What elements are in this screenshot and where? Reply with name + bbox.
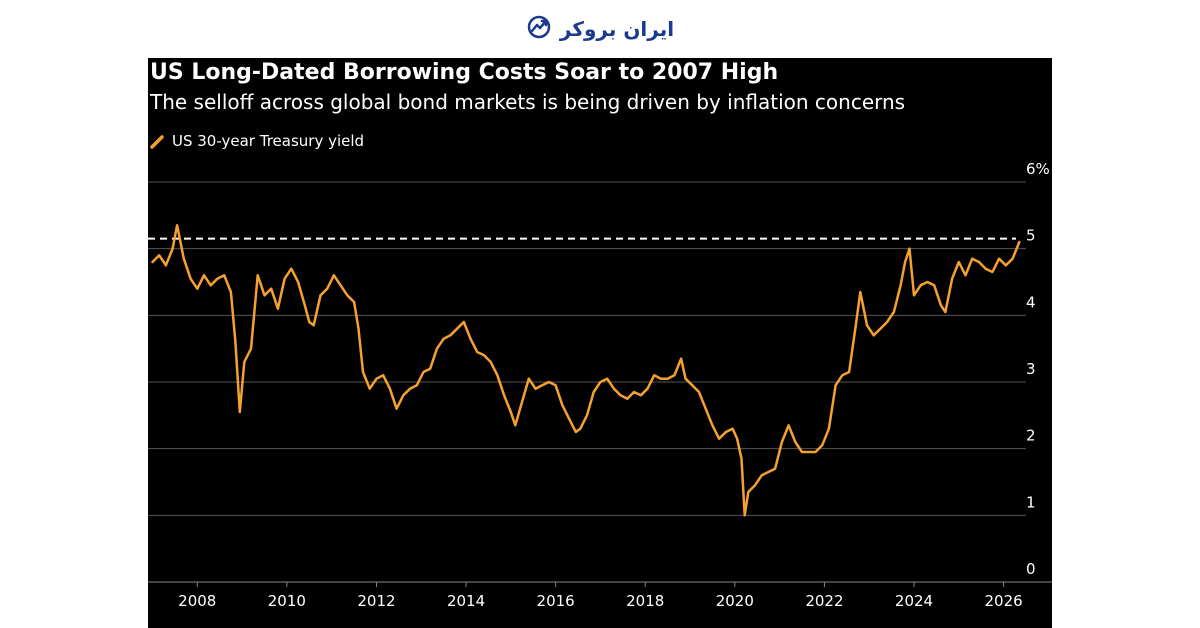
trend-chart-icon bbox=[526, 14, 552, 44]
y-tick-label: 4 bbox=[1026, 293, 1036, 311]
x-tick-label: 2014 bbox=[447, 592, 485, 610]
legend-label: US 30-year Treasury yield bbox=[172, 132, 365, 150]
brand-logo[interactable]: ایران بروکر bbox=[507, 8, 693, 50]
y-tick-label: 2 bbox=[1026, 427, 1036, 445]
x-tick-label: 2016 bbox=[537, 592, 575, 610]
line-chart: 2008 2010 2012 2014 2016 2018 2020 2022 2024 2026… bbox=[148, 160, 1052, 610]
grid-lines bbox=[148, 181, 1052, 583]
y-tick-label: 6% bbox=[1026, 160, 1050, 178]
brand-header: ایران بروکر bbox=[0, 0, 1200, 58]
legend-swatch-icon bbox=[150, 134, 164, 149]
series-group bbox=[151, 224, 1021, 517]
chart-title: US Long-Dated Borrowing Costs Soar to 20… bbox=[150, 60, 779, 85]
x-tick-label: 2026 bbox=[985, 592, 1023, 610]
y-axis: 0 1 2 3 4 5 6% bbox=[1026, 160, 1050, 578]
x-tick-label: 2018 bbox=[626, 592, 664, 610]
y-tick-label: 5 bbox=[1026, 227, 1036, 245]
x-axis: 2008 2010 2012 2014 2016 2018 2020 2022 2024 2026 bbox=[178, 582, 1023, 610]
series-line bbox=[151, 224, 1021, 517]
y-tick-label: 3 bbox=[1026, 360, 1036, 378]
x-tick-label: 2012 bbox=[357, 592, 395, 610]
chart-legend: US 30-year Treasury yield bbox=[150, 132, 364, 150]
x-tick-label: 2010 bbox=[268, 592, 306, 610]
y-tick-label: 0 bbox=[1026, 560, 1036, 578]
x-tick-label: 2022 bbox=[805, 592, 843, 610]
chart-panel: US Long-Dated Borrowing Costs Soar to 20… bbox=[148, 58, 1052, 628]
chart-subtitle: The selloff across global bond markets i… bbox=[150, 90, 906, 114]
x-tick-label: 2024 bbox=[895, 592, 933, 610]
x-tick-label: 2020 bbox=[716, 592, 754, 610]
x-tick-label: 2008 bbox=[178, 592, 216, 610]
y-tick-label: 1 bbox=[1026, 493, 1036, 511]
brand-name: ایران بروکر bbox=[559, 17, 675, 41]
